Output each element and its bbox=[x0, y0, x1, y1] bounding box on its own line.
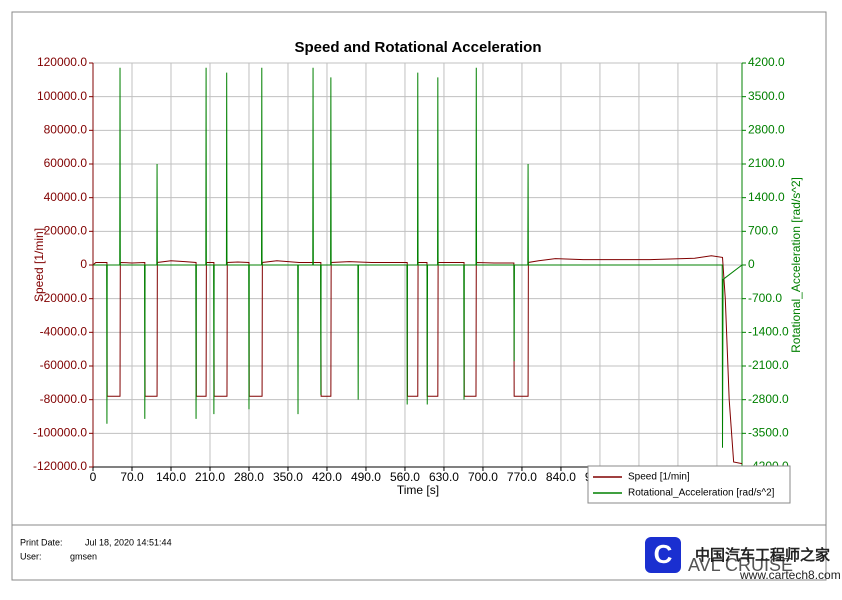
y-tick-label: -120000.0 bbox=[33, 459, 87, 473]
y-tick-label: 100000.0 bbox=[37, 89, 87, 103]
user-label: User: bbox=[20, 551, 42, 561]
x-tick-label: 140.0 bbox=[156, 470, 186, 484]
x-tick-label: 420.0 bbox=[312, 470, 342, 484]
x-tick-label: 350.0 bbox=[273, 470, 303, 484]
y-axis-label: Speed [1/min] bbox=[32, 228, 46, 302]
x-tick-label: 630.0 bbox=[429, 470, 459, 484]
y2-tick-label: -1400.0 bbox=[748, 325, 789, 339]
legend: Speed [1/min] Rotational_Acceleration [ra… bbox=[587, 465, 791, 504]
user: gmsen bbox=[70, 551, 97, 561]
x-tick-label: 560.0 bbox=[390, 470, 420, 484]
y2-tick-label: -2800.0 bbox=[748, 392, 789, 406]
y-tick-label: -40000.0 bbox=[40, 325, 88, 339]
x-axis-label: Time [s] bbox=[397, 483, 439, 497]
y2-tick-label: 1400.0 bbox=[748, 190, 785, 204]
y-tick-label: 0 bbox=[80, 257, 87, 271]
print-date-label: Print Date: bbox=[20, 537, 63, 547]
y2-axis-label: Rotational_Acceleration [rad/s^2] bbox=[789, 177, 803, 353]
print-date: Jul 18, 2020 14:51:44 bbox=[85, 537, 172, 547]
x-tick-label: 70.0 bbox=[120, 470, 144, 484]
legend-label: Rotational_Acceleration [rad/s^2] bbox=[628, 488, 775, 499]
y2-tick-label: 2800.0 bbox=[748, 123, 785, 137]
y-tick-label: -20000.0 bbox=[40, 291, 88, 305]
y2-tick-label: -700.0 bbox=[748, 291, 782, 305]
y-tick-label: 80000.0 bbox=[44, 123, 88, 137]
y2-tick-label: 4200.0 bbox=[748, 55, 785, 69]
y-tick-label: 120000.0 bbox=[37, 55, 87, 69]
x-tick-label: 0 bbox=[90, 470, 97, 484]
x-tick-label: 280.0 bbox=[234, 470, 264, 484]
watermark-url: www.cartech8.com bbox=[739, 568, 841, 582]
x-tick-label: 210.0 bbox=[195, 470, 225, 484]
watermark: 中国汽车工程师之家 bbox=[695, 546, 830, 564]
x-tick-label: 490.0 bbox=[351, 470, 381, 484]
logo-icon bbox=[645, 537, 681, 573]
legend-label: Speed [1/min] bbox=[628, 472, 690, 483]
y-tick-label: 60000.0 bbox=[44, 156, 88, 170]
y2-tick-label: 700.0 bbox=[748, 224, 778, 238]
y2-tick-label: 2100.0 bbox=[748, 156, 785, 170]
x-tick-label: 700.0 bbox=[468, 470, 498, 484]
legend-box bbox=[587, 465, 791, 504]
y2-tick-label: 3500.0 bbox=[748, 89, 785, 103]
y-tick-label: 20000.0 bbox=[44, 224, 88, 238]
y2-tick-label: -3500.0 bbox=[748, 426, 789, 440]
x-tick-label: 840.0 bbox=[546, 470, 576, 484]
y-tick-label: -60000.0 bbox=[40, 358, 88, 372]
x-tick-label: 770.0 bbox=[507, 470, 537, 484]
y2-tick-label: 0 bbox=[748, 257, 755, 271]
y2-tick-label: -2100.0 bbox=[748, 358, 789, 372]
series-line bbox=[93, 67, 742, 448]
y-tick-label: -80000.0 bbox=[40, 392, 88, 406]
chart-title: Speed and Rotational Acceleration bbox=[295, 39, 542, 56]
logo-text: AVL CRUISE bbox=[688, 555, 793, 575]
y-tick-label: -100000.0 bbox=[33, 426, 87, 440]
y-tick-label: 40000.0 bbox=[44, 190, 88, 204]
logo-glyph: C bbox=[654, 539, 673, 569]
